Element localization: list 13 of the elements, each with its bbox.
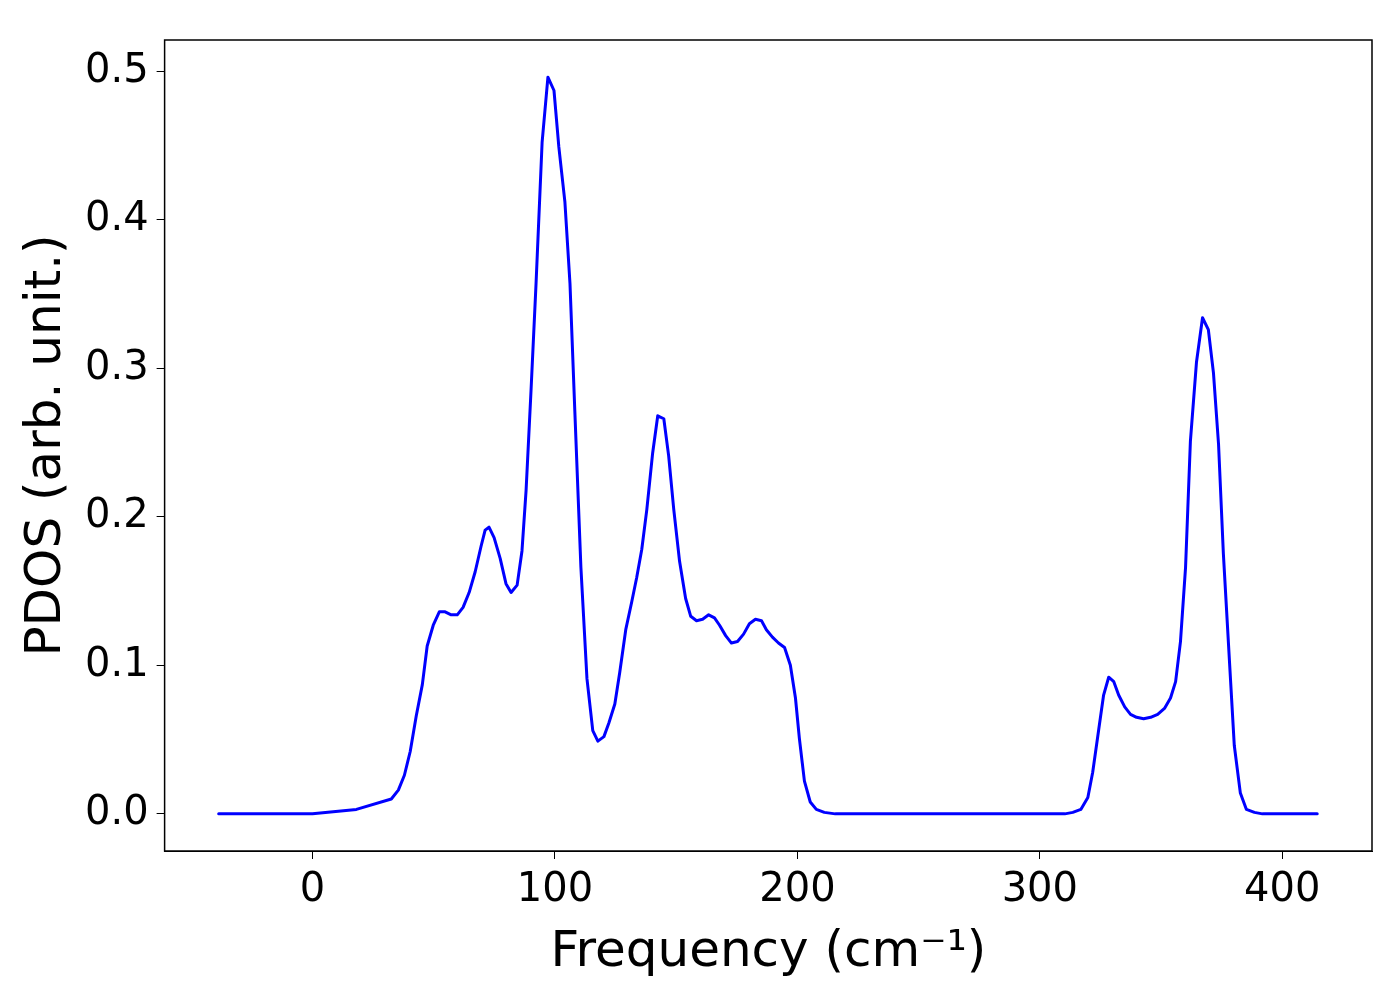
x-axis-title: Frequency (cm⁻¹) xyxy=(550,919,987,978)
x-tick-label: 200 xyxy=(759,864,836,911)
x-tick-label: 400 xyxy=(1244,864,1321,911)
y-tick-label: 0.3 xyxy=(84,341,149,388)
y-tick-label: 0.5 xyxy=(84,44,149,91)
y-tick-label: 0.1 xyxy=(84,638,149,685)
y-axis-title: PDOS (arb. unit.) xyxy=(13,234,72,657)
y-tick-label: 0.2 xyxy=(84,490,149,537)
y-tick-label: 0.0 xyxy=(84,787,149,834)
x-tick-label: 0 xyxy=(299,864,326,911)
x-tick-label: 300 xyxy=(1001,864,1079,911)
y-tick-label: 0.4 xyxy=(84,193,149,240)
x-tick-label: 100 xyxy=(516,864,594,911)
